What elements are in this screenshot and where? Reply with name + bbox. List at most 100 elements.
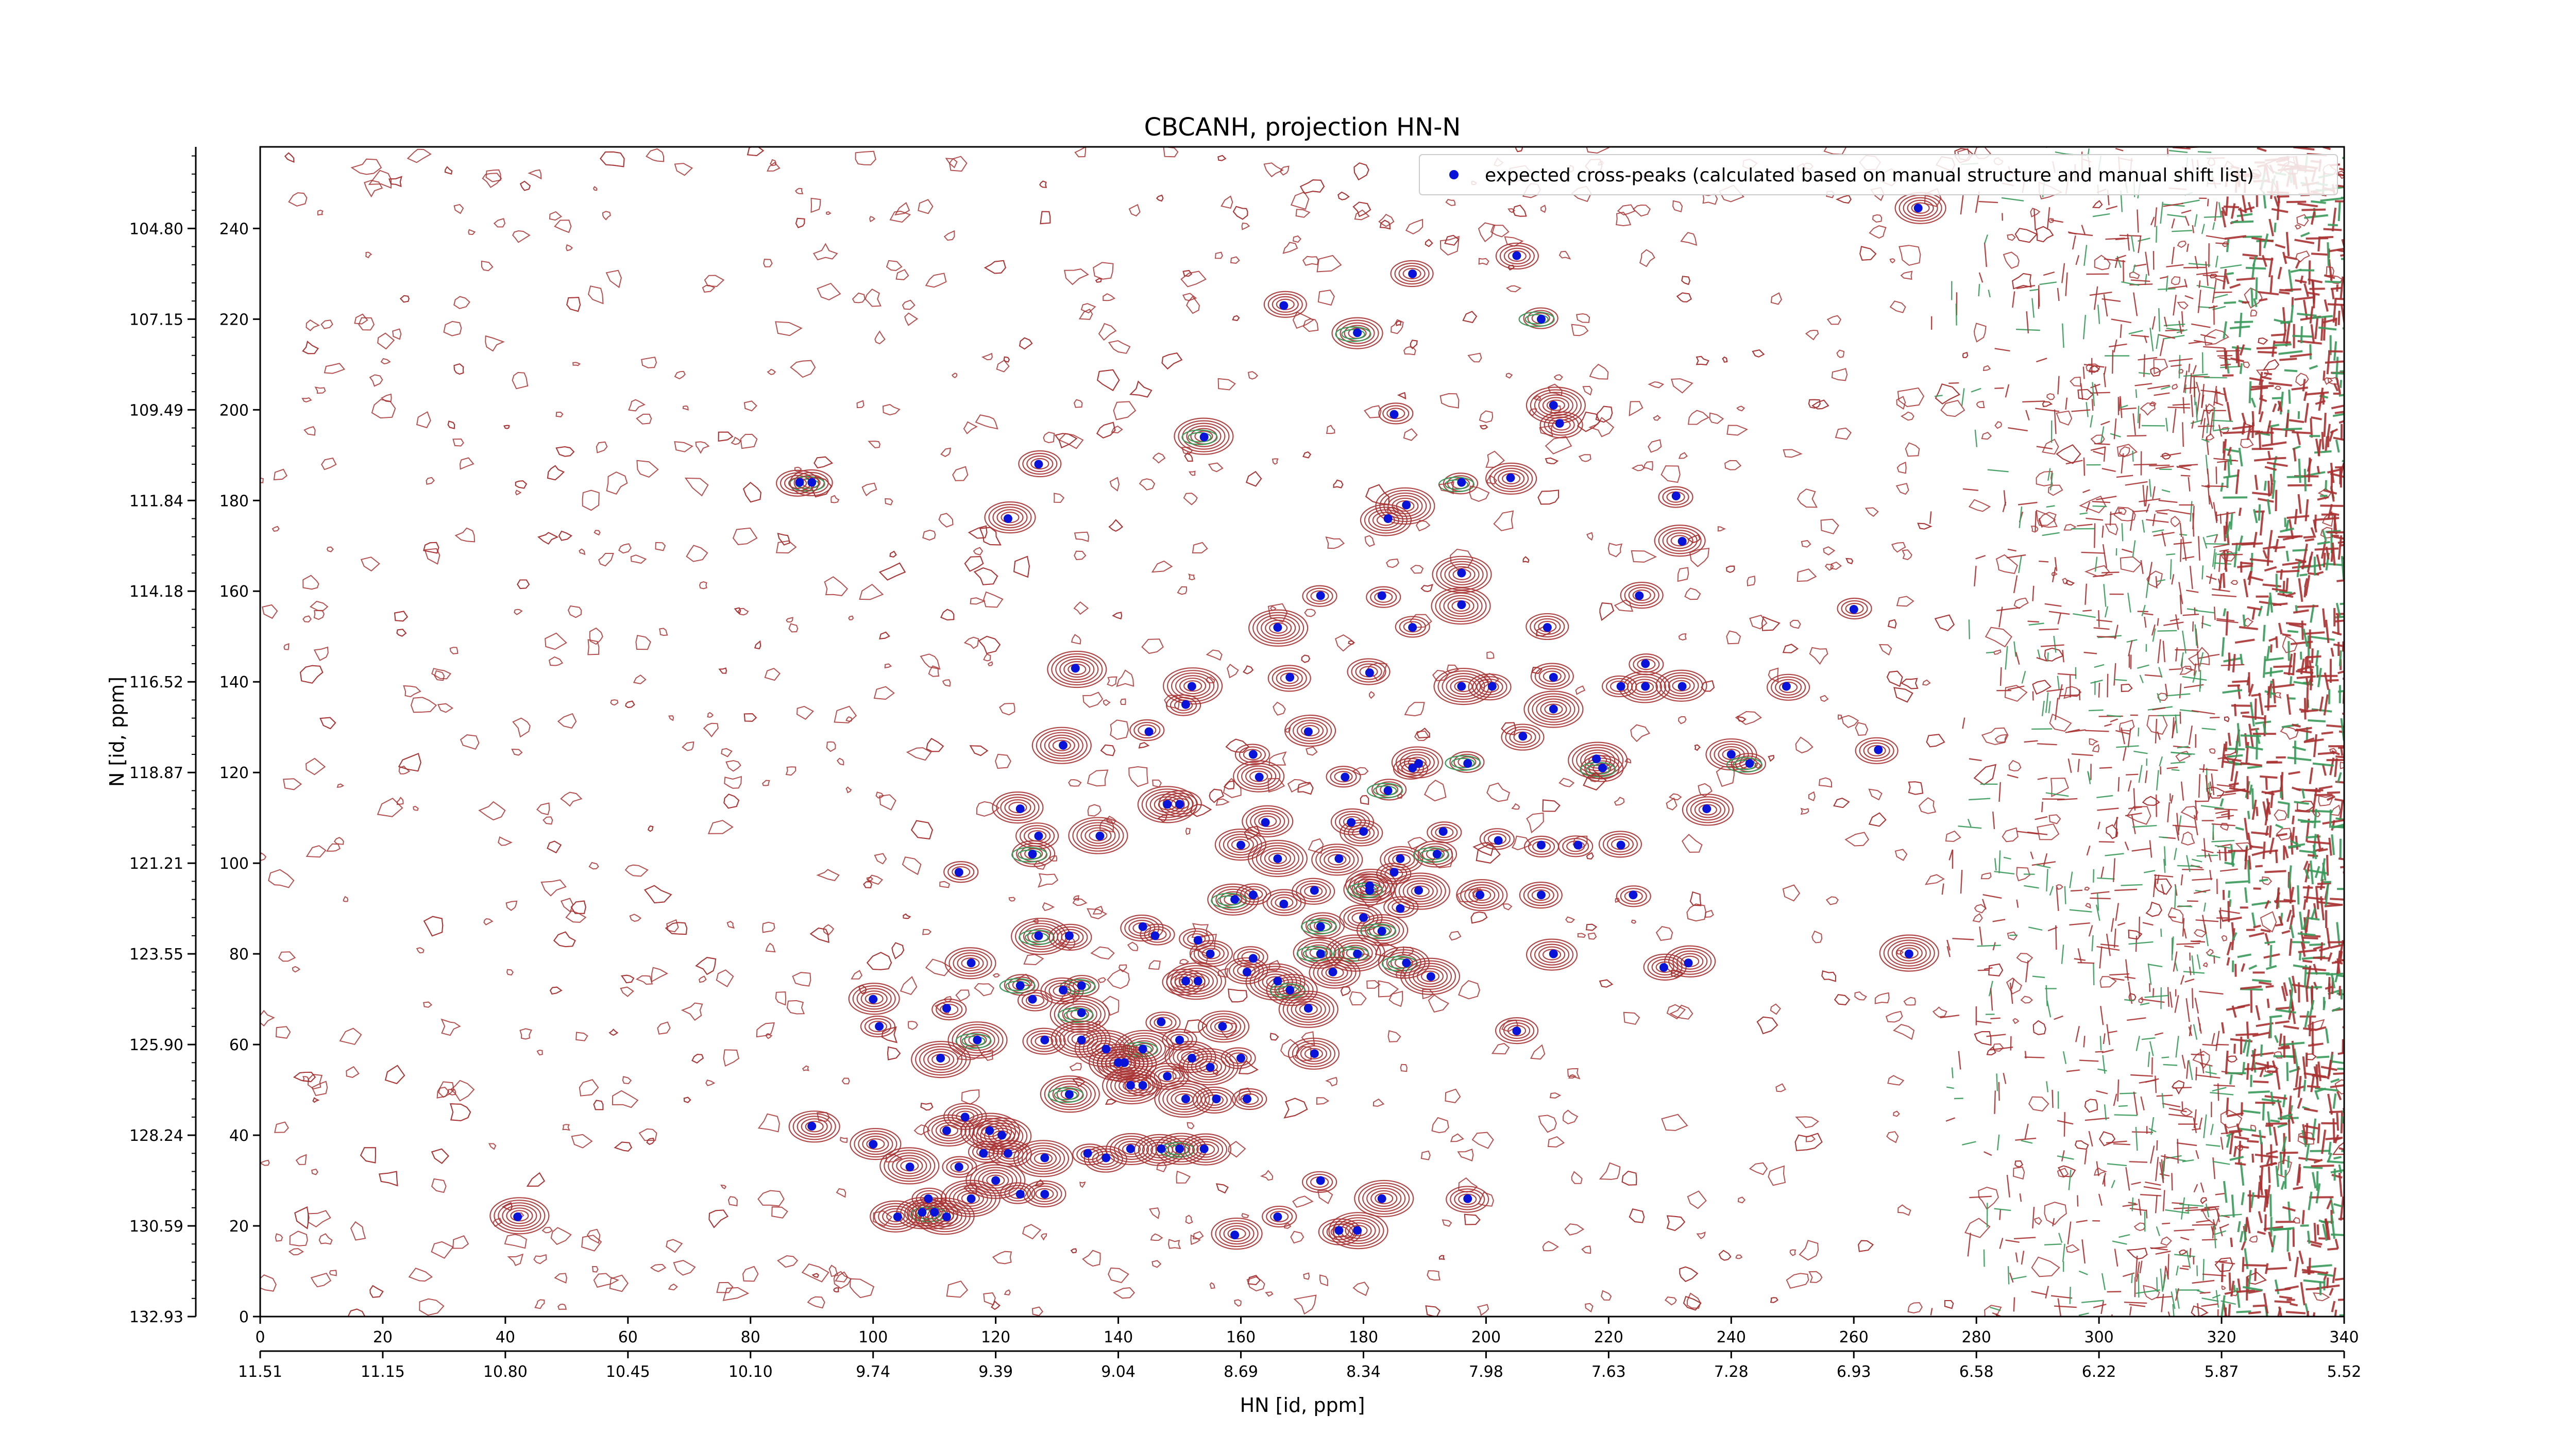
- cross-peak-marker: [1512, 1026, 1521, 1036]
- peak-contour: [992, 791, 1044, 824]
- cross-peak-marker: [1334, 854, 1344, 863]
- x-tick-label: 240: [1717, 1328, 1746, 1346]
- cross-peak-marker: [1248, 890, 1258, 900]
- x-tick-label: 0: [255, 1328, 265, 1346]
- peak-contour: [1018, 450, 1062, 478]
- chart-title: CBCANH, projection HN-N: [1144, 113, 1461, 142]
- cross-peak-marker: [1236, 840, 1246, 850]
- y2-tick-label: 116.52: [129, 673, 183, 692]
- cross-peak-marker: [1034, 831, 1043, 840]
- cross-peak-marker: [1353, 328, 1362, 338]
- peak-contour: [1705, 738, 1757, 771]
- peak-contour: [1347, 658, 1391, 685]
- cross-peak-marker: [1040, 1153, 1049, 1162]
- cross-peak-marker: [1199, 1144, 1209, 1153]
- x-tick-label: 40: [496, 1328, 515, 1346]
- peak-contour: [1390, 260, 1434, 288]
- x2-tick-label: 8.34: [1346, 1363, 1381, 1381]
- x-tick-label: 140: [1104, 1328, 1133, 1346]
- cross-peak-marker: [1457, 682, 1466, 691]
- cross-peak-marker: [1913, 204, 1923, 213]
- y-tick-label: 20: [229, 1218, 249, 1236]
- cross-peak-marker: [960, 1113, 970, 1122]
- peak-contour: [1262, 889, 1306, 916]
- cross-peak-marker: [1616, 840, 1625, 850]
- cross-peak-marker: [1463, 759, 1472, 768]
- y2-tick-label: 104.80: [129, 220, 183, 238]
- cross-peak-marker: [1353, 1226, 1362, 1235]
- y2-tick-label: 123.55: [129, 946, 183, 964]
- x2-tick-label: 11.15: [361, 1363, 405, 1381]
- x2-tick-label: 7.63: [1591, 1363, 1626, 1381]
- cross-peak-marker: [1157, 1017, 1166, 1026]
- y2-tick-label: 109.49: [129, 401, 183, 419]
- peak-contour: [1031, 727, 1092, 764]
- x2-tick-label: 10.10: [728, 1363, 773, 1381]
- cross-peak-marker: [1101, 1044, 1111, 1054]
- cross-peak-marker: [1003, 1149, 1012, 1158]
- cross-peak-marker: [1549, 672, 1558, 682]
- cross-peak-marker: [1095, 831, 1105, 840]
- cross-peak-marker: [1904, 949, 1913, 958]
- peak-contour: [1331, 317, 1383, 349]
- cross-peak-marker: [1874, 745, 1883, 754]
- cross-peak-marker: [1126, 1144, 1135, 1153]
- peak-contour: [1068, 817, 1128, 854]
- peak-contour: [1145, 1012, 1181, 1034]
- cross-peak-marker: [1181, 976, 1190, 986]
- cross-peak-marker: [1438, 827, 1448, 836]
- cross-peak-marker: [1334, 1226, 1344, 1235]
- peak-contour: [1211, 1217, 1263, 1250]
- cross-peak-marker: [1015, 1189, 1025, 1199]
- cross-peak-marker: [936, 1053, 945, 1063]
- cross-peak-marker: [1273, 854, 1282, 863]
- cross-peak-marker: [1347, 818, 1356, 827]
- peak-contour: [931, 998, 967, 1021]
- cross-peak-marker: [1187, 1053, 1196, 1063]
- cross-peak-marker: [1518, 732, 1528, 741]
- legend: expected cross-peaks (calculated based o…: [1419, 154, 2338, 195]
- cross-peak-marker: [1377, 926, 1386, 936]
- cross-peak-marker: [1310, 1049, 1319, 1058]
- cross-peak-marker: [1671, 491, 1681, 500]
- x2-tick-label: 7.28: [1714, 1363, 1749, 1381]
- cross-peak-marker: [1230, 895, 1240, 904]
- cross-peak-marker: [1487, 682, 1497, 691]
- cross-peak-marker: [1402, 500, 1411, 510]
- x-tick-label: 280: [1962, 1328, 1991, 1346]
- cross-peak-marker: [1015, 804, 1025, 814]
- peak-contour: [944, 947, 996, 980]
- y-tick-label: 200: [219, 401, 249, 419]
- cross-peak-marker: [930, 1208, 939, 1217]
- peak-contour: [489, 1197, 550, 1235]
- cross-peak-marker: [1193, 936, 1202, 945]
- cross-peak-marker: [1206, 1063, 1215, 1072]
- cross-peak-marker: [1457, 600, 1466, 610]
- cross-peak-marker: [1034, 931, 1043, 940]
- cross-peak-marker: [1849, 604, 1858, 614]
- y-tick-label: 100: [219, 855, 249, 873]
- cross-peak-marker: [1365, 668, 1374, 678]
- peak-contour: [1309, 956, 1361, 989]
- cross-peak-marker: [1138, 922, 1147, 931]
- x-tick-label: 120: [981, 1328, 1010, 1346]
- cross-peak-marker: [1414, 759, 1423, 768]
- plot-frame: [259, 146, 2345, 1318]
- peak-contour: [1879, 934, 1939, 972]
- peak-contour: [1300, 912, 1345, 939]
- cross-peak-marker: [1396, 854, 1405, 863]
- peak-contour: [1431, 587, 1491, 625]
- cross-peak-marker: [1536, 890, 1546, 900]
- peak-contour: [1154, 1080, 1214, 1118]
- peak-contour: [1000, 1182, 1036, 1204]
- peak-contour: [923, 1114, 975, 1147]
- cross-peak-marker: [1248, 954, 1258, 963]
- cross-peak-marker: [1463, 1194, 1472, 1203]
- peak-contour: [1526, 613, 1569, 641]
- cross-peak-marker: [1199, 432, 1209, 442]
- cross-peak-marker: [1684, 958, 1693, 968]
- cross-peak-marker: [1408, 763, 1417, 772]
- cross-peak-marker: [1536, 314, 1546, 324]
- y2-tick-label: 107.15: [129, 311, 183, 329]
- x-tick-label: 220: [1594, 1328, 1623, 1346]
